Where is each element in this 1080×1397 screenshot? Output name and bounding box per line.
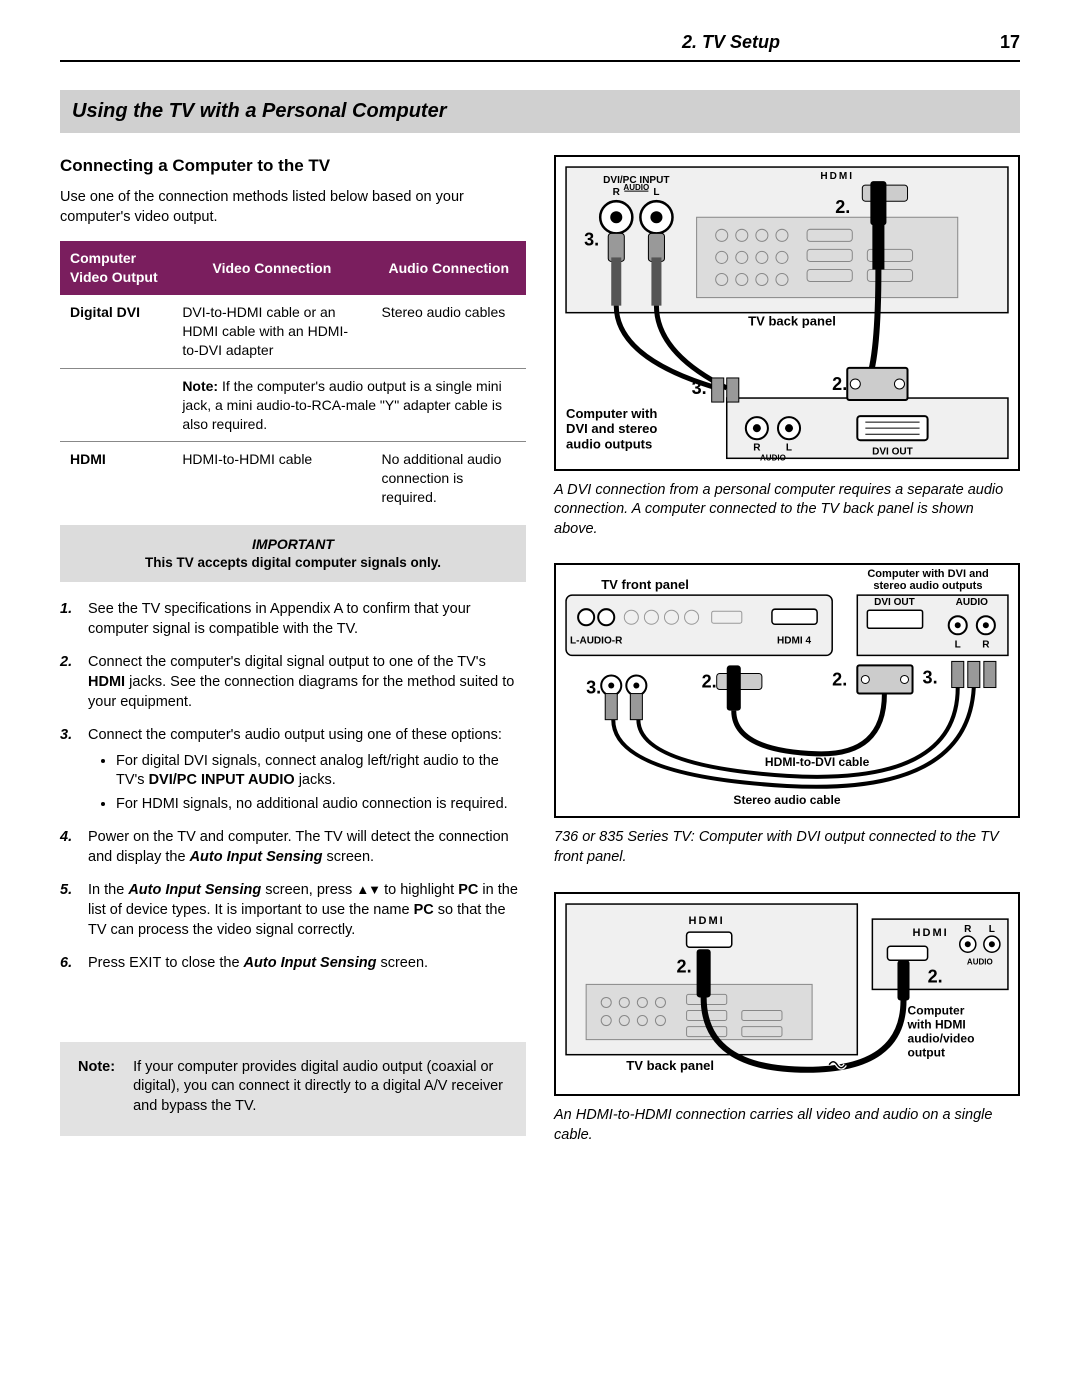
svg-text:R: R [753,443,761,454]
table-row: Digital DVI DVI-to-HDMI cable or an HDMI… [60,295,526,368]
col-header-audio: Audio Connection [372,241,527,295]
svg-text:2.: 2. [835,198,850,218]
step-6: Press EXIT to close the Auto Input Sensi… [60,954,526,974]
svg-text:HDMI: HDMI [820,171,854,182]
bullet: For HDMI signals, no additional audio co… [116,795,526,815]
svg-text:3.: 3. [584,230,599,250]
important-body: This TV accepts digital computer signals… [68,554,518,572]
svg-text:HDMI-to-DVI cable: HDMI-to-DVI cable [765,755,870,769]
svg-text:AUDIO: AUDIO [967,957,993,966]
chapter-label: 2. TV Setup [682,30,780,54]
figure-1-caption: A DVI connection from a personal compute… [554,481,1020,540]
cell: DVI-to-HDMI cable or an HDMI cable with … [172,295,371,368]
svg-text:2.: 2. [702,672,717,692]
svg-text:HDMI 4: HDMI 4 [777,636,811,647]
figure-hdmi: HDMI 2. TV back panel HDMI R L AUDIO [554,892,1020,1097]
page-number: 17 [1000,30,1020,54]
svg-text:3.: 3. [692,378,707,398]
important-title: IMPORTANT [68,535,518,554]
svg-text:L: L [955,640,961,651]
svg-text:L: L [989,924,995,935]
svg-text:HDMI: HDMI [689,915,725,927]
svg-text:L: L [653,187,659,198]
svg-text:Computer withDVI and stereoaud: Computer withDVI and stereoaudio outputs [566,406,657,451]
figure-2-caption: 736 or 835 Series TV: Computer with DVI … [554,828,1020,867]
svg-text:TV back panel: TV back panel [748,314,836,329]
page-header: 2. TV Setup 17 [60,30,1020,62]
cell: Digital DVI [60,295,172,368]
left-column: Connecting a Computer to the TV Use one … [60,155,526,1145]
cell: HDMI-to-HDMI cable [172,442,371,515]
right-column: DVI/PC INPUT R L AUDIO HDMI [554,155,1020,1145]
cell: HDMI [60,442,172,515]
svg-text:2.: 2. [832,670,847,690]
col-header-video: Video Connection [172,241,371,295]
table-row: HDMI HDMI-to-HDMI cable No additional au… [60,442,526,515]
svg-text:TV front panel: TV front panel [601,577,689,592]
step-5: In the Auto Input Sensing screen, press … [60,881,526,940]
svg-text:AUDIO: AUDIO [623,183,649,192]
svg-text:R: R [613,187,621,198]
connection-table: Computer Video Output Video Connection A… [60,241,526,515]
svg-text:Stereo audio cable: Stereo audio cable [733,793,840,807]
intro-paragraph: Use one of the connection methods listed… [60,188,526,227]
step-2: Connect the computer's digital signal ou… [60,653,526,712]
section-title-bar: Using the TV with a Personal Computer [60,90,1020,133]
figure-dvi-front-panel: TV front panel L-AUDIO-R HDMI 4 Computer… [554,563,1020,818]
note-label: Note: [78,1058,115,1117]
table-row: Note: If the computer's audio output is … [60,368,526,442]
step-4: Power on the TV and computer. The TV wil… [60,828,526,867]
svg-text:DVI OUT: DVI OUT [874,598,916,609]
svg-text:R: R [982,640,990,651]
cell: Stereo audio cables [372,295,527,368]
svg-text:HDMI: HDMI [913,927,949,939]
up-down-arrows-icon: ▲▼ [356,882,380,897]
note-box: Note: If your computer provides digital … [60,1042,526,1137]
svg-text:Computerwith HDMIaudio/videoou: Computerwith HDMIaudio/videooutput [907,1003,975,1059]
svg-text:2.: 2. [928,966,943,986]
steps-list: See the TV specifications in Appendix A … [60,600,526,973]
step-3: Connect the computer's audio output usin… [60,726,526,814]
svg-text:Computer with DVI andstereo au: Computer with DVI andstereo audio output… [867,568,989,592]
step-1: See the TV specifications in Appendix A … [60,600,526,639]
bullet: For digital DVI signals, connect analog … [116,752,526,791]
important-callout: IMPORTANT This TV accepts digital comput… [60,525,526,582]
svg-text:L: L [786,443,792,454]
cell: No additional audio connection is requir… [372,442,527,515]
note-body: If your computer provides digital audio … [133,1058,508,1117]
svg-text:L-AUDIO-R: L-AUDIO-R [570,636,623,647]
svg-text:DVI OUT: DVI OUT [872,447,914,458]
cell [60,368,172,442]
subsection-heading: Connecting a Computer to the TV [60,155,526,178]
svg-text:3.: 3. [586,678,601,698]
figure-dvi-back-panel: DVI/PC INPUT R L AUDIO HDMI [554,155,1020,470]
step-3-bullets: For digital DVI signals, connect analog … [116,752,526,815]
col-header-computer: Computer Video Output [60,241,172,295]
svg-text:R: R [964,924,972,935]
cell-note: Note: If the computer's audio output is … [172,368,526,442]
svg-text:AUDIO: AUDIO [956,598,989,609]
two-column-layout: Connecting a Computer to the TV Use one … [60,155,1020,1145]
figure-3-caption: An HDMI-to-HDMI connection carries all v… [554,1106,1020,1145]
svg-text:TV back panel: TV back panel [626,1057,714,1072]
svg-text:AUDIO: AUDIO [760,454,786,463]
svg-text:2.: 2. [832,374,847,394]
svg-text:3.: 3. [923,668,938,688]
svg-text:2.: 2. [677,956,692,976]
